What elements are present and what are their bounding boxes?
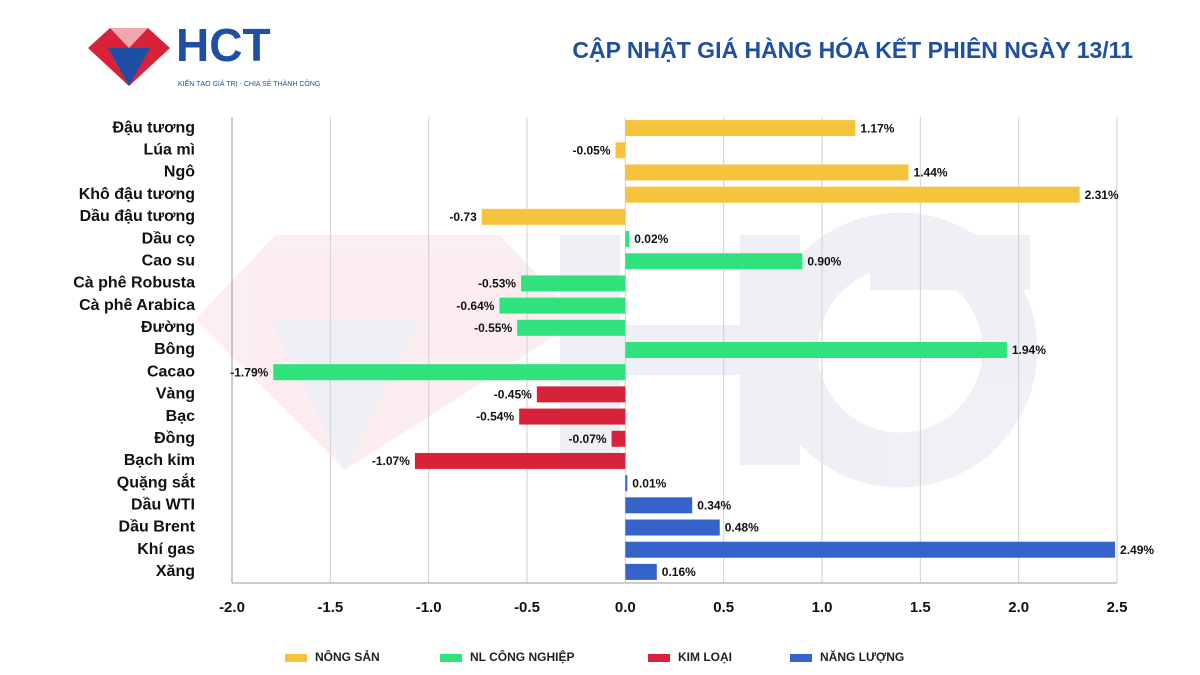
bar: [615, 142, 626, 159]
value-label: 0.01%: [632, 476, 666, 490]
bar: [521, 275, 626, 292]
bar: [611, 430, 626, 447]
x-tick-label: 1.0: [812, 599, 833, 616]
y-tick-label: Dầu đậu tương: [80, 208, 195, 225]
y-tick-label: Dầu Brent: [119, 519, 196, 536]
value-label: -0.45%: [494, 388, 532, 402]
y-tick-label: Bạch kim: [124, 452, 195, 469]
y-tick-label: Bạc: [166, 408, 195, 425]
legend-label: NĂNG LƯỢNG: [820, 649, 904, 664]
bar: [481, 208, 626, 225]
value-label: 0.90%: [807, 254, 841, 268]
bar: [625, 519, 720, 536]
bar: [414, 452, 626, 469]
value-label: 0.34%: [697, 499, 731, 513]
value-label: 1.94%: [1012, 343, 1046, 357]
value-label: -0.53%: [478, 277, 516, 291]
value-label: 0.16%: [662, 565, 696, 579]
y-tick-label: Vàng: [156, 386, 195, 403]
y-tick-label: Lúa mì: [143, 142, 195, 159]
value-label: -0.54%: [476, 410, 514, 424]
x-tick-label: -0.5: [514, 599, 540, 616]
bar: [625, 342, 1007, 358]
y-tick-label: Quặng sắt: [117, 472, 196, 491]
value-label: -0.07%: [569, 432, 607, 446]
x-tick-label: 1.5: [910, 599, 931, 616]
bar: [625, 120, 856, 137]
y-tick-label: Xăng: [156, 563, 195, 580]
value-label: -0.05%: [572, 143, 610, 157]
logo-tagline: KIẾN TẠO GIÁ TRỊ - CHIA SẺ THÀNH CÔNG: [178, 78, 320, 88]
bar: [625, 164, 909, 181]
x-tick-label: -1.5: [317, 599, 343, 616]
x-tick-label: 2.5: [1107, 599, 1128, 616]
logo-text: HCT: [176, 19, 271, 71]
x-tick-label: 0.5: [713, 599, 734, 616]
y-tick-label: Khí gas: [137, 541, 195, 558]
bar: [625, 497, 693, 514]
y-tick-label: Khô đậu tương: [79, 186, 195, 203]
x-tick-label: -1.0: [416, 599, 442, 616]
bar: [625, 475, 628, 492]
value-label: 1.44%: [914, 166, 948, 180]
y-tick-label: Đồng: [154, 430, 195, 447]
y-tick-label: Dầu cọ: [142, 230, 196, 247]
y-tick-label: Cà phê Arabica: [79, 297, 195, 314]
bar: [625, 563, 657, 580]
legend-label: NÔNG SẢN: [315, 649, 380, 664]
value-label: 0.02%: [634, 232, 668, 246]
value-label: 0.48%: [725, 521, 759, 535]
value-label: -0.55%: [474, 321, 512, 335]
value-label: 2.49%: [1120, 543, 1154, 557]
chart-title: CẬP NHẬT GIÁ HÀNG HÓA KẾT PHIÊN NGÀY 13/…: [572, 36, 1133, 63]
bar: [625, 541, 1116, 558]
legend-item: NÔNG SẢN: [285, 649, 380, 664]
value-label: 2.31%: [1085, 188, 1119, 202]
legend-swatch: [790, 654, 812, 662]
legend-swatch: [440, 654, 462, 662]
y-tick-label: Dầu WTI: [131, 497, 195, 514]
legend-item: NĂNG LƯỢNG: [790, 649, 904, 664]
bar: [517, 319, 626, 336]
value-label: -0.64%: [456, 299, 494, 313]
legend-item: KIM LOẠI: [648, 650, 732, 664]
legend-label: KIM LOẠI: [678, 650, 732, 664]
y-tick-label: Cacao: [147, 363, 195, 380]
y-tick-label: Đường: [141, 319, 195, 336]
bar: [536, 386, 626, 403]
x-tick-label: -2.0: [219, 599, 245, 616]
x-tick-label: 0.0: [615, 599, 636, 616]
logo: HCT KIẾN TẠO GIÁ TRỊ - CHIA SẺ THÀNH CÔN…: [88, 19, 320, 88]
y-tick-label: Ngô: [164, 164, 195, 181]
legend-item: NL CÔNG NGHIỆP: [440, 649, 574, 664]
bar: [625, 253, 803, 270]
value-label: -1.79%: [230, 365, 268, 379]
y-tick-label: Bông: [154, 341, 195, 358]
bar: [625, 231, 630, 248]
legend-swatch: [285, 654, 307, 662]
value-label: -0.73: [449, 210, 477, 224]
bar: [273, 364, 626, 381]
value-label: -1.07%: [372, 454, 410, 468]
value-label: 1.17%: [860, 121, 894, 135]
y-tick-label: Đậu tương: [112, 119, 195, 136]
bar: [499, 297, 626, 314]
y-tick-label: Cao su: [142, 252, 195, 269]
legend-label: NL CÔNG NGHIỆP: [470, 649, 574, 664]
legend-swatch: [648, 654, 670, 662]
bar: [519, 408, 626, 425]
y-tick-label: Cà phê Robusta: [73, 275, 195, 292]
x-tick-label: 2.0: [1008, 599, 1029, 616]
bar: [625, 186, 1080, 203]
